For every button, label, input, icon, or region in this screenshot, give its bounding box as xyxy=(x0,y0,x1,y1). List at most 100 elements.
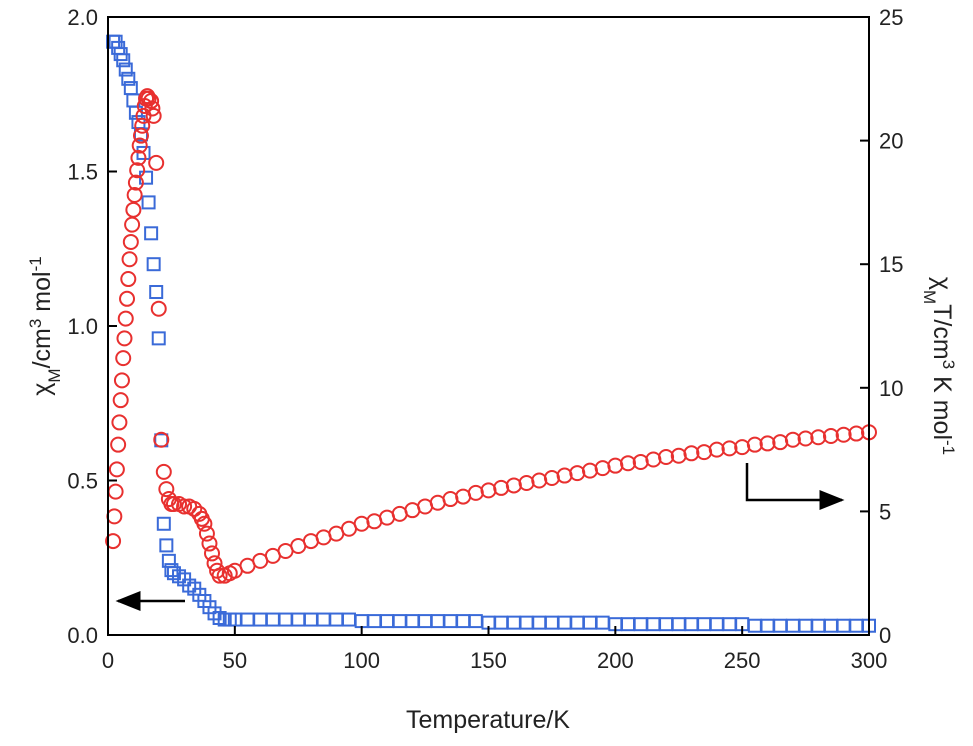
y2-tick-label: 5 xyxy=(879,499,891,524)
circle-marker xyxy=(505,477,522,494)
circle-marker xyxy=(107,483,124,500)
square-marker xyxy=(582,615,597,630)
axis-label-part: /cm xyxy=(28,328,56,368)
circle-marker xyxy=(127,174,144,191)
square-marker xyxy=(291,612,306,627)
arrow-right xyxy=(745,463,845,510)
square-marker xyxy=(532,615,547,630)
square-marker xyxy=(118,62,133,77)
square-marker xyxy=(443,614,458,629)
square-marker xyxy=(544,615,559,630)
axis-label-part: K mol xyxy=(928,369,956,440)
circle-marker xyxy=(132,127,149,144)
axis-label-part: -1 xyxy=(940,440,959,455)
circle-marker xyxy=(119,290,136,307)
square-marker xyxy=(722,617,737,632)
square-marker xyxy=(646,617,661,632)
circle-marker xyxy=(130,149,147,166)
square-marker xyxy=(144,226,159,241)
square-marker xyxy=(595,615,610,630)
circle-marker xyxy=(721,440,738,457)
y2-tick-label: 25 xyxy=(879,5,903,30)
x-tick-label: 150 xyxy=(470,648,507,673)
circle-marker xyxy=(129,162,146,179)
square-marker xyxy=(798,618,813,633)
circle-marker xyxy=(607,457,624,474)
square-marker xyxy=(697,617,712,632)
x-tick-label: 250 xyxy=(724,648,761,673)
circle-marker xyxy=(115,350,132,367)
circle-marker xyxy=(746,436,763,453)
square-marker xyxy=(570,615,585,630)
square-marker xyxy=(430,614,445,629)
x-tick-label: 300 xyxy=(851,648,888,673)
circle-marker xyxy=(110,436,127,453)
square-marker xyxy=(621,617,636,632)
square-marker xyxy=(659,617,674,632)
circle-marker xyxy=(569,465,586,482)
square-marker xyxy=(849,618,864,633)
square-marker xyxy=(303,612,318,627)
square-marker xyxy=(380,614,395,629)
circle-marker xyxy=(822,428,839,445)
y2-tick-label: 20 xyxy=(879,129,903,154)
square-marker xyxy=(141,195,156,210)
circle-marker xyxy=(353,515,370,532)
square-marker xyxy=(265,612,280,627)
square-marker xyxy=(405,614,420,629)
circle-marker xyxy=(131,137,148,154)
y2-axis-label: χMT/cm3 K mol-1 xyxy=(921,277,959,455)
circle-marker xyxy=(117,310,134,327)
y-tick-label: 0.5 xyxy=(67,469,98,494)
circle-marker xyxy=(442,491,459,508)
square-marker xyxy=(329,612,344,627)
x-tick-label: 200 xyxy=(597,648,634,673)
circle-marker xyxy=(113,372,130,389)
circle-marker xyxy=(480,482,497,499)
square-marker xyxy=(121,71,136,86)
y-tick-label: 0.0 xyxy=(67,623,98,648)
square-marker xyxy=(557,615,572,630)
square-marker xyxy=(278,612,293,627)
square-marker xyxy=(392,614,407,629)
square-marker xyxy=(633,617,648,632)
square-marker xyxy=(519,615,534,630)
square-marker xyxy=(709,617,724,632)
axis-label-part: 3 xyxy=(26,319,45,328)
axis-label-part: χ xyxy=(928,277,956,290)
y2-tick-label: 10 xyxy=(879,376,903,401)
circle-marker xyxy=(124,216,141,233)
square-marker xyxy=(149,285,164,300)
circle-marker xyxy=(620,455,637,472)
x-tick-label: 50 xyxy=(223,648,247,673)
square-marker xyxy=(456,614,471,629)
circle-marker xyxy=(204,545,221,562)
circle-marker xyxy=(493,479,510,496)
circle-marker xyxy=(153,431,170,448)
circle-marker xyxy=(556,467,573,484)
circle-marker xyxy=(518,474,535,491)
circle-marker xyxy=(111,414,128,431)
circle-marker xyxy=(148,154,165,171)
square-marker xyxy=(159,538,174,553)
circle-marker xyxy=(835,426,852,443)
square-marker xyxy=(116,53,131,68)
circle-marker xyxy=(708,441,725,458)
square-marker xyxy=(671,617,686,632)
circle-marker xyxy=(121,251,138,268)
square-marker xyxy=(367,614,382,629)
circle-marker xyxy=(105,533,122,550)
circle-marker xyxy=(211,567,228,584)
marks xyxy=(105,34,877,633)
circle-marker xyxy=(140,90,157,107)
circle-marker xyxy=(150,300,167,317)
circle-marker xyxy=(126,186,143,203)
square-marker xyxy=(494,615,509,630)
circle-marker xyxy=(186,500,203,517)
square-marker xyxy=(146,257,161,272)
square-marker xyxy=(773,618,788,633)
circle-marker xyxy=(165,495,182,512)
axis-label-part: M xyxy=(45,368,64,382)
